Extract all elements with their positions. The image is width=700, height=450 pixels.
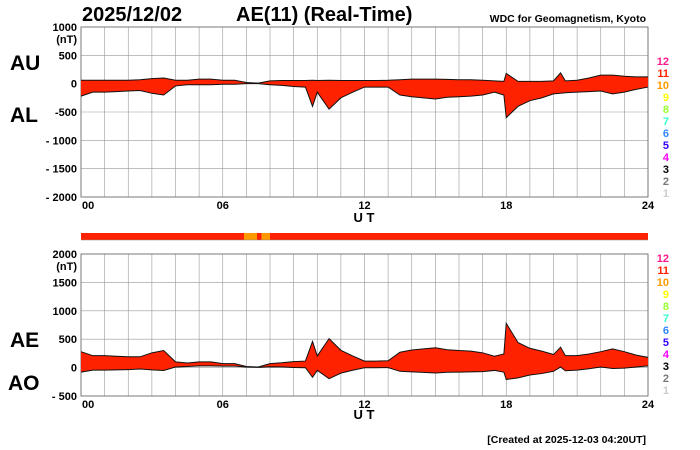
al-label: AL [10, 104, 38, 127]
y-tick-label: - 1000 [46, 135, 77, 147]
y-tick-label: -500 [55, 107, 77, 119]
legend-station-count: 6 [663, 128, 669, 140]
legend-station-count: 12 [657, 56, 669, 68]
chart-title: AE(11) (Real-Time) [236, 4, 412, 26]
y-tick-label: 500 [59, 334, 77, 346]
legend-station-count: 4 [663, 349, 670, 361]
y-tick-label: 0 [71, 79, 77, 91]
station-count-segment [257, 233, 262, 240]
top-x-axis-label: U T [354, 210, 375, 225]
station-count-segment [270, 233, 648, 240]
x-tick-label: 06 [217, 200, 229, 212]
legend-station-count: 7 [663, 313, 669, 325]
legend-station-count: 4 [663, 152, 670, 164]
legend-station-count: 12 [657, 253, 669, 265]
x-tick-label: 00 [82, 200, 94, 212]
x-tick-label: 18 [500, 200, 512, 212]
y-tick-label: - 2000 [46, 192, 77, 204]
x-tick-label: 06 [217, 399, 229, 411]
plot-frame [80, 26, 649, 198]
y-tick-label: 1500 [53, 277, 77, 289]
x-tick-label: 12 [358, 399, 370, 411]
series-line-ao [80, 365, 649, 381]
bottom-x-axis-label: U T [354, 407, 375, 422]
series-line-al [80, 83, 649, 119]
x-tick-label: 24 [642, 200, 655, 212]
ae-ao-panel: 2000 1500 1000 500 0 - 500 00 06 12 18 24 [52, 249, 655, 411]
legend-station-count: 6 [663, 325, 669, 337]
au-al-panel: 1000 500 0 -500 - 1000 - 1500 - 2000 00 06 12 18 24 [46, 22, 655, 212]
legend-station-count: 8 [663, 301, 669, 313]
y-tick-label: 2000 [53, 249, 77, 261]
legend-station-count: 10 [657, 80, 669, 92]
plot-frame [80, 253, 649, 397]
legend-station-count: 8 [663, 104, 669, 116]
legend-station-count: 11 [657, 265, 669, 277]
station-count-segment [81, 233, 245, 240]
legend-station-count: 1 [663, 385, 669, 397]
legend-station-count: 9 [663, 92, 669, 104]
legend-station-count: 11 [657, 68, 669, 80]
au-label: AU [10, 52, 40, 75]
legend-station-count: 1 [663, 188, 669, 200]
created-timestamp: [Created at 2025-12-03 04:20UT] [487, 434, 646, 446]
station-count-segment [261, 233, 270, 240]
y-tick-label: - 500 [52, 391, 77, 403]
y-tick-label: 500 [59, 50, 77, 62]
source-label: WDC for Geomagnetism, Kyoto [490, 13, 646, 25]
area-fill [81, 323, 648, 380]
legend-station-count: 3 [663, 164, 669, 176]
y-tick-label: 1000 [53, 306, 77, 318]
date-title: 2025/12/02 [82, 4, 182, 26]
legend-station-count: 2 [663, 176, 669, 188]
legend-station-count: 7 [663, 116, 669, 128]
station-count-bar [81, 233, 648, 241]
y-tick-label: 0 [71, 363, 77, 375]
legend-station-count: 5 [663, 140, 669, 152]
x-tick-label: 18 [500, 399, 512, 411]
series-line-ae [80, 321, 649, 368]
legend-station-count: 3 [663, 361, 669, 373]
ae-label: AE [10, 329, 39, 352]
top-unit-label: (nT) [56, 34, 77, 46]
bottom-unit-label: (nT) [56, 261, 77, 273]
legend-station-count: 10 [657, 277, 669, 289]
y-tick-label: - 1500 [46, 164, 77, 176]
legend-station-count: 9 [663, 289, 669, 301]
x-tick-label: 12 [358, 200, 370, 212]
series-line-au [81, 72, 648, 84]
y-tick-label: 1000 [53, 22, 77, 34]
x-tick-label: 24 [642, 399, 655, 411]
ao-label: AO [8, 372, 40, 395]
x-tick-label: 00 [82, 399, 94, 411]
station-count-segment [244, 233, 258, 240]
legend-station-count: 2 [663, 373, 669, 385]
legend-station-count: 5 [663, 337, 669, 349]
